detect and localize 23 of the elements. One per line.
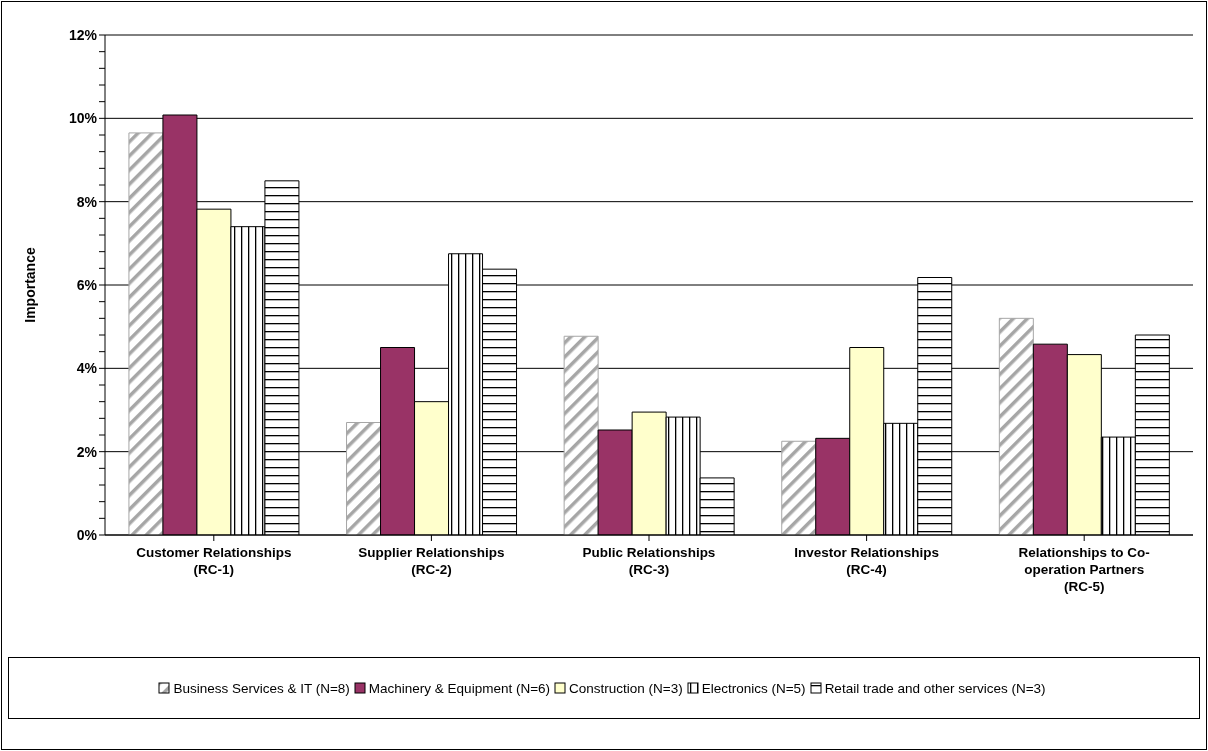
legend-label: Machinery & Equipment (N=6) [368,680,551,696]
bar [781,440,817,535]
x-tick-label: Investor Relationships (RC-4) [794,545,939,577]
bar [998,317,1034,535]
y-tick-label: 2% [76,443,98,460]
legend-label: Business Services & IT (N=8) [173,680,350,696]
y-tick-label: 12% [68,26,98,43]
x-tick-label: Public Relationships (RC-3) [582,545,716,577]
legend-label: Electronics (N=5) [701,680,806,696]
y-tick-label: 10% [68,110,98,127]
bar [346,422,382,535]
x-tick-label: Relationships to Co-operation Partners (RC-5) [1018,545,1150,594]
bar [128,132,164,535]
y-tick-label: 6% [76,276,98,293]
y-tick-label: 8% [76,193,98,210]
bar [563,335,599,535]
x-tick-label: Customer Relationships (RC-1) [136,545,292,577]
y-axis-title: Importance [21,247,38,323]
x-tick-label: Supplier Relationships (RC-2) [358,545,505,577]
y-tick-label: 0% [76,526,98,543]
y-tick-label: 4% [76,360,98,377]
legend-label: Retail trade and other services (N=3) [824,680,1046,696]
legend-label: Construction (N=3) [569,680,683,696]
